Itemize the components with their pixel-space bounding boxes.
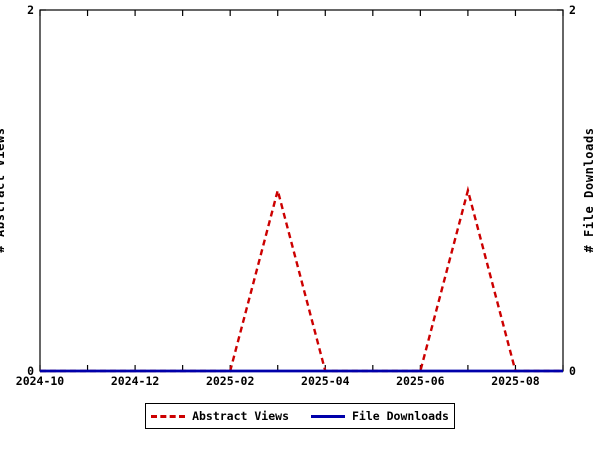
series-line-abstract-views: [40, 185, 563, 373]
plot-frame: [39, 9, 564, 372]
legend-entry-file-downloads: File Downloads: [311, 409, 449, 423]
x-axis-tick-label: 2025-06: [396, 374, 445, 388]
y-axis-right-tick-bottom: 0: [569, 364, 576, 378]
legend-swatch-abstract-views: [151, 414, 186, 418]
legend-swatch-file-downloads: [311, 414, 345, 418]
y-axis-right-tick-top: 2: [569, 3, 576, 17]
legend-entry-abstract-views: Abstract Views: [151, 409, 289, 423]
legend-label-file-downloads: File Downloads: [352, 409, 449, 423]
x-axis-tick-label: 2024-10: [15, 374, 65, 388]
x-axis-tick-label: 2025-02: [205, 374, 255, 388]
x-axis-tick-label: 2025-08: [491, 374, 540, 388]
y-axis-left-tick-bottom: 0: [27, 364, 34, 378]
x-axis-tick-label: 2024-12: [110, 374, 160, 388]
x-axis-tick-label: 2025-04: [301, 374, 350, 388]
y-axis-left-tick-top: 2: [27, 3, 34, 17]
legend-label-abstract-views: Abstract Views: [192, 409, 289, 423]
chart-legend: Abstract Views File Downloads: [145, 403, 455, 429]
